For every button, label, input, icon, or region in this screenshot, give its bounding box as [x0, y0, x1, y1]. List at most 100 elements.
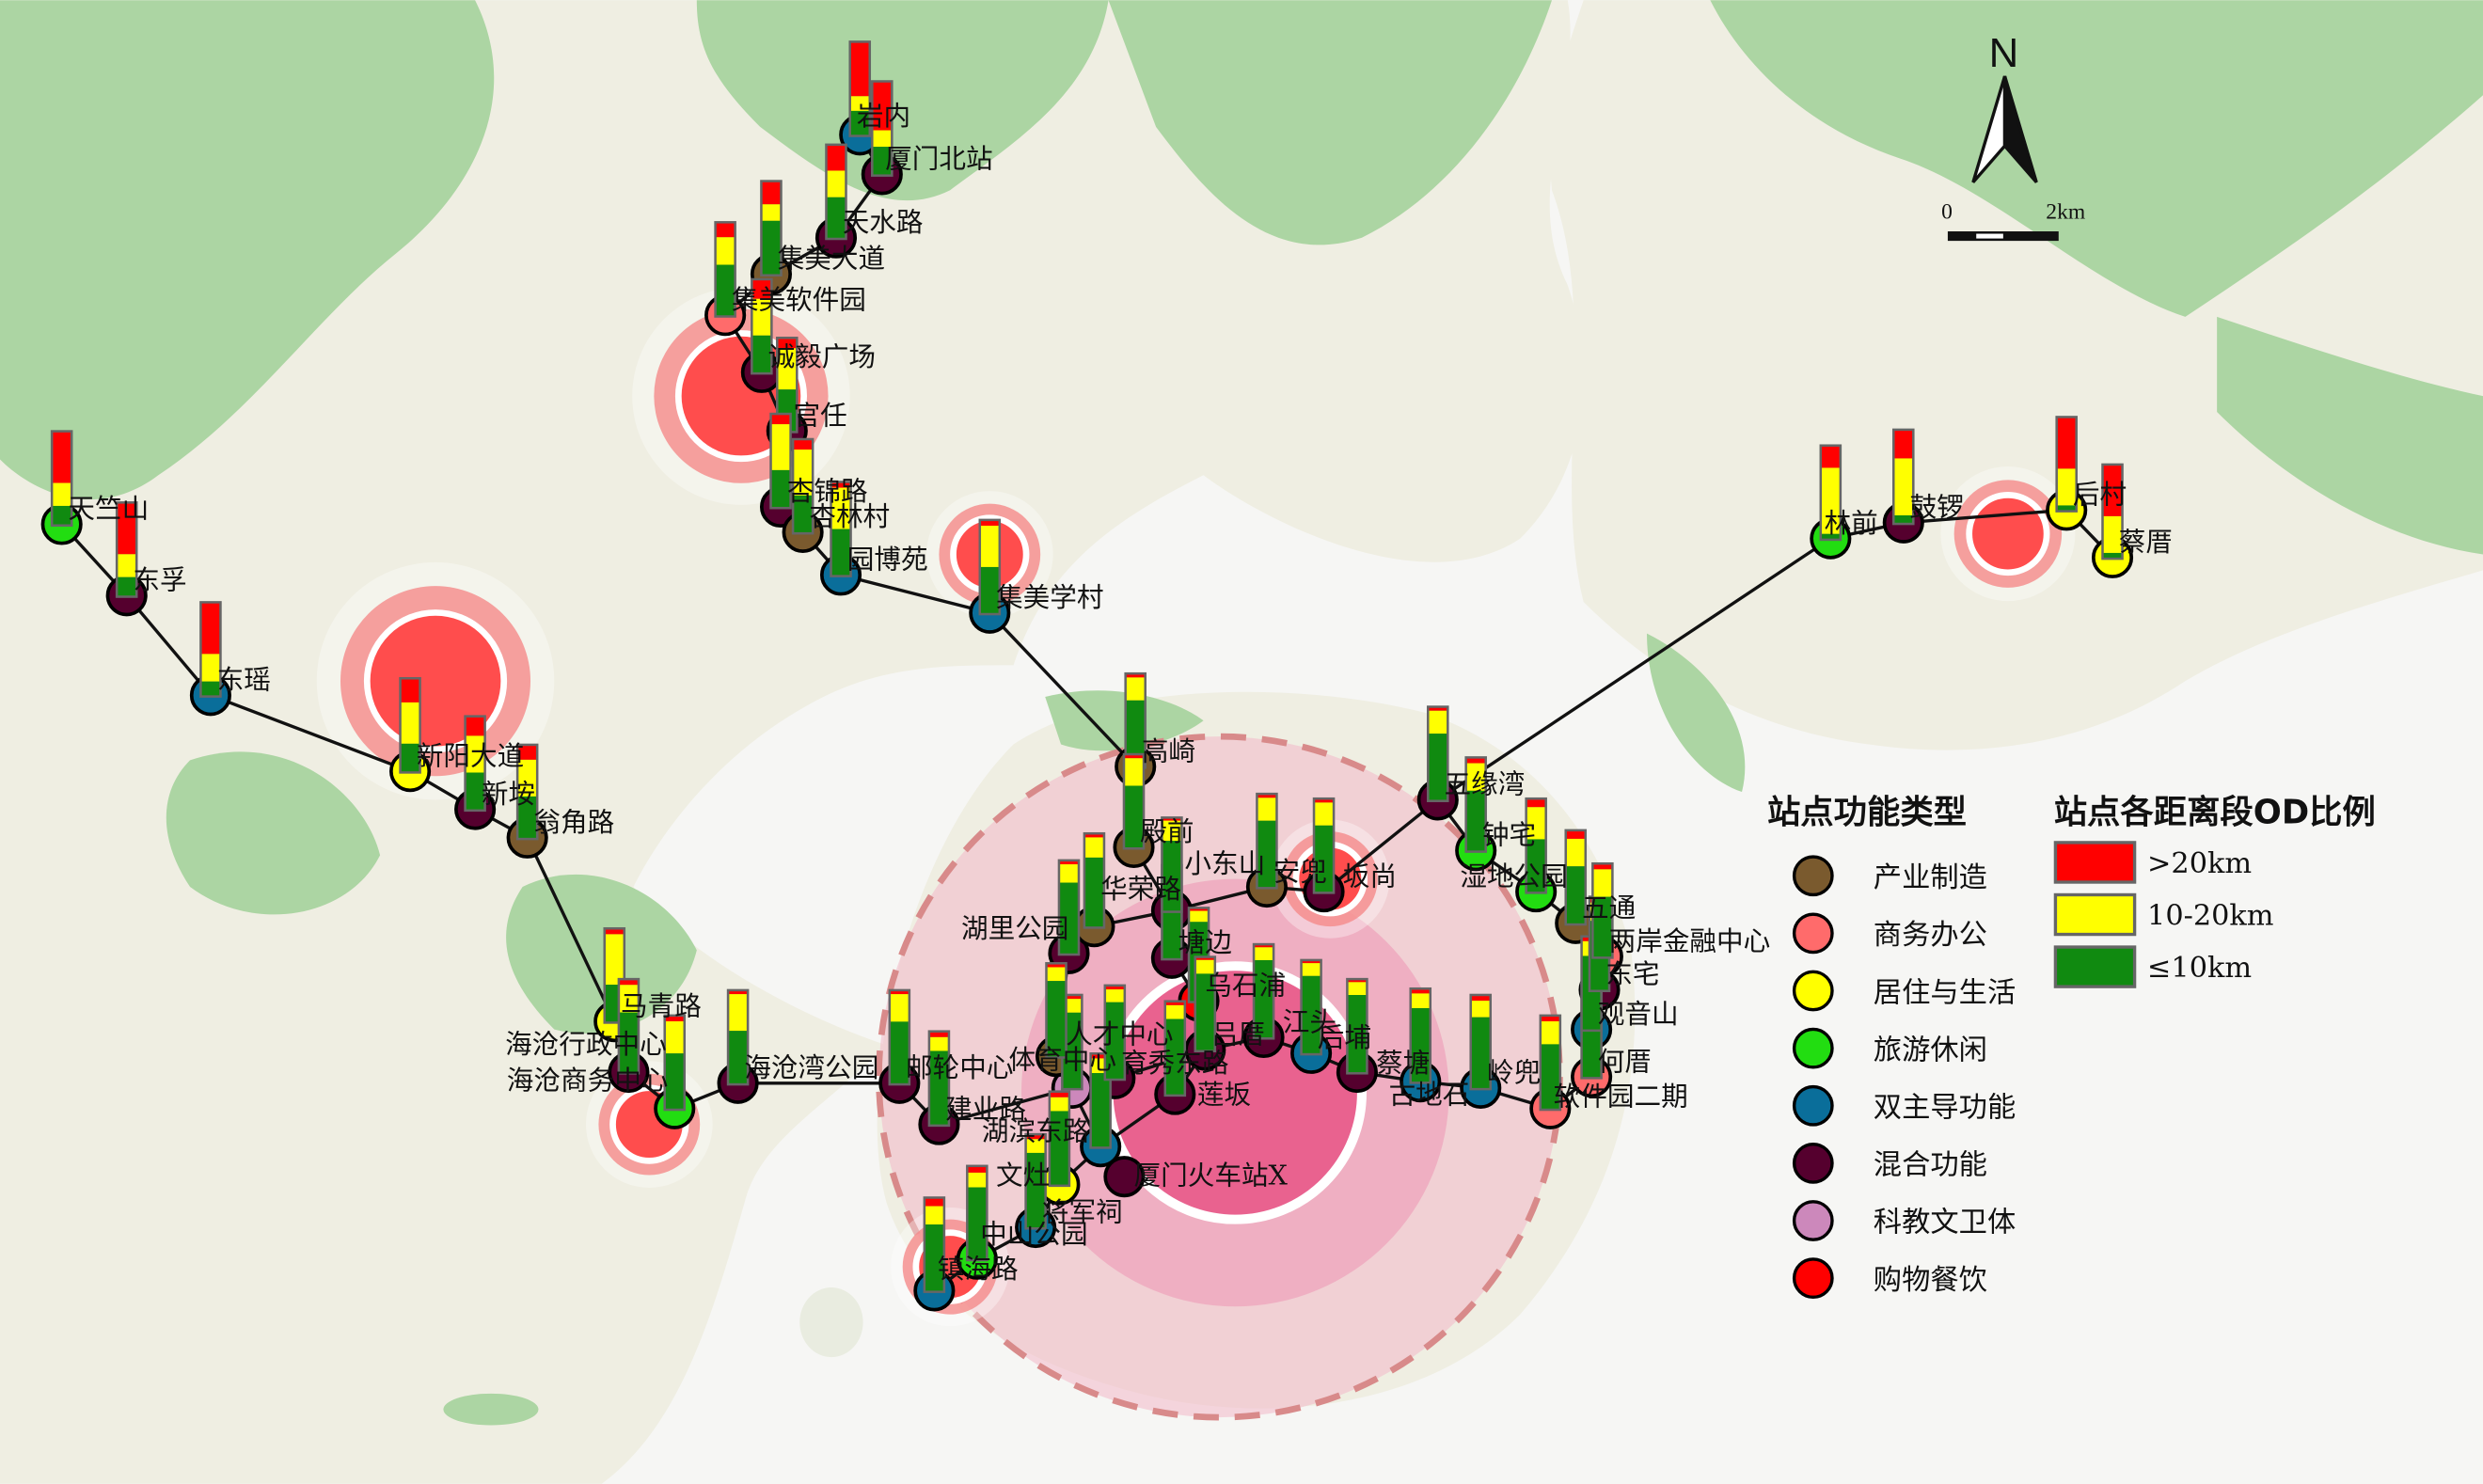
od-bar: [2101, 463, 2124, 560]
od-bar-segment-mid: [1196, 959, 1214, 974]
od-bar-segment-mid: [1255, 947, 1273, 960]
station-label: 湖滨东路: [982, 1114, 1089, 1146]
od-bar-segment-mid: [778, 348, 797, 390]
od-bar-segment-near: [831, 529, 850, 576]
od-bar-segment-near: [827, 197, 846, 238]
od-bar-segment-mid: [716, 237, 735, 265]
od-bar: [1819, 444, 1842, 542]
od-bar-segment-near: [968, 1187, 987, 1259]
od-bar-segment-mid: [1106, 989, 1124, 1002]
hotspot: [1966, 492, 2050, 576]
od-bar: [1161, 816, 1183, 913]
legend-swatch-mixed: [1792, 1142, 1834, 1184]
od-bar-segment-mid: [752, 298, 771, 336]
od-bar: [1564, 829, 1588, 926]
od-bar: [769, 412, 792, 510]
green-area: [696, 0, 1109, 201]
station-label: 塘边: [1178, 926, 1232, 958]
od-bar-segment-near: [771, 469, 790, 507]
od-bar-segment-mid: [850, 96, 869, 111]
od-bar-segment-far: [729, 991, 747, 995]
od-bar-segment-mid: [53, 482, 71, 506]
station-label: 海沧行政中心: [505, 1028, 667, 1060]
od-bar-segment-far: [1466, 758, 1485, 764]
od-bar: [1057, 859, 1081, 956]
od-bar: [776, 336, 799, 434]
od-bar-segment-far: [1411, 989, 1430, 994]
station-label: 小东山: [1184, 847, 1265, 879]
legend-label: 购物餐饮: [1874, 1264, 1987, 1297]
od-bar: [726, 988, 750, 1086]
od-bar-segment-far: [1106, 987, 1124, 990]
od-bar: [923, 1196, 946, 1293]
station-label: 厦门北站: [885, 143, 992, 175]
od-bar-segment-mid: [1566, 838, 1585, 867]
od-bar-segment-far: [873, 82, 892, 131]
od-bar-segment-near: [518, 796, 536, 838]
od-bar: [50, 430, 73, 528]
od-bar-segment-far: [794, 440, 812, 450]
od-legend-swatch-mid: [2053, 892, 2137, 937]
islet: [443, 1393, 539, 1426]
od-bar-segment-far: [1196, 957, 1214, 960]
od-bar: [464, 715, 486, 813]
od-bar-segment-mid: [762, 204, 781, 221]
od-bar-segment-far: [1348, 980, 1367, 983]
od-bar-segment-mid: [665, 1021, 684, 1054]
od-bar-segment-near: [1196, 973, 1214, 1050]
od-bar-segment-far: [118, 503, 135, 555]
station-label: 观音山: [1598, 998, 1679, 1030]
stations: 厦门火车站X 岩内厦门北站天水路集美大道集美软件园诚毅广场官任杏锦路杏林村园博苑集…: [40, 40, 2173, 1312]
od-bar: [978, 518, 1002, 616]
od-bar-segment-mid: [1063, 999, 1082, 1013]
legend-label: 产业制造: [1874, 861, 1987, 894]
od-bar: [1124, 671, 1147, 769]
green-area: [166, 751, 381, 915]
od-bar: [1426, 705, 1449, 802]
od-bar-segment-mid: [794, 450, 812, 496]
od-bar-segment-mid: [891, 994, 909, 1022]
station-label: 高崎: [1142, 734, 1195, 766]
od-bar-segment-mid: [1411, 993, 1430, 1009]
od-bar-segment-mid: [827, 170, 846, 197]
od-bars: [50, 40, 2124, 1293]
od-bar: [1539, 1014, 1562, 1112]
od-bar-segment-near: [752, 335, 771, 372]
od-bar-segment-near: [1162, 841, 1181, 911]
legend-swatch-shopping: [1792, 1257, 1834, 1299]
od-bar: [1591, 861, 1614, 959]
legend-swatch-residential: [1792, 970, 1834, 1012]
od-bar-segment-near: [873, 147, 892, 175]
station-label: 五缘湾: [1445, 768, 1526, 800]
legend-swatch-education: [1792, 1200, 1834, 1241]
station-label: 蔡塘: [1376, 1047, 1430, 1079]
station-marker[interactable]: [1103, 1156, 1146, 1198]
station-label: 集美软件园: [732, 284, 866, 316]
od-bar-segment-near: [794, 495, 812, 532]
station-label: 何厝: [1598, 1045, 1652, 1077]
station-label: 东瑶: [217, 664, 271, 696]
od-bar: [825, 143, 847, 241]
station-label: 新阳大道: [417, 739, 524, 771]
od-bar-segment-far: [778, 339, 797, 349]
od-bar: [1300, 958, 1322, 1056]
station-label: 江头: [1283, 1005, 1336, 1037]
od-bar-segment-near: [1051, 1111, 1068, 1185]
od-bar-segment-near: [401, 743, 419, 772]
station-label: 邮轮中心: [906, 1051, 1013, 1083]
od-bar-segment-mid: [1126, 677, 1145, 701]
station-label: 建业路: [945, 1093, 1026, 1125]
od-bar: [199, 601, 222, 698]
scale-start-label: 0: [1941, 200, 1953, 225]
od-bar: [848, 40, 872, 137]
od-bar-segment-far: [1190, 908, 1208, 911]
station-label: 将军祠: [1042, 1195, 1123, 1227]
station-label: 人才中心: [1066, 1018, 1173, 1050]
od-bar-segment-far: [620, 980, 638, 986]
od-bar-segment-far: [466, 717, 484, 736]
od-bar-segment-far: [1060, 861, 1078, 865]
od-bar-segment-far: [1822, 446, 1840, 468]
od-bar-segment-mid: [831, 487, 850, 529]
od-bar-segment-far: [1894, 431, 1913, 459]
